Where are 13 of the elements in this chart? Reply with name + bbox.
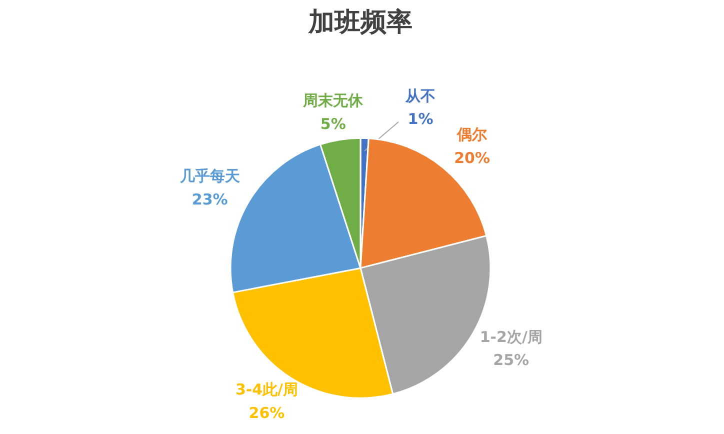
chart-title: 加班频率 — [308, 8, 412, 38]
slice-label: 3-4此/周 — [235, 380, 298, 399]
data-label: 26% — [248, 404, 285, 422]
slice-label: 1-2次/周 — [480, 328, 542, 346]
slice-label: 周末无休 — [302, 91, 364, 110]
slice-label: 从不 — [404, 86, 436, 105]
data-label: 20% — [454, 149, 490, 168]
data-label: 5% — [320, 114, 346, 133]
slice-label: 偶尔 — [456, 126, 488, 144]
data-label: 25% — [493, 351, 530, 370]
data-label: 23% — [192, 190, 228, 208]
data-label: 1% — [408, 110, 434, 128]
slice-label: 几乎每天 — [178, 167, 241, 185]
